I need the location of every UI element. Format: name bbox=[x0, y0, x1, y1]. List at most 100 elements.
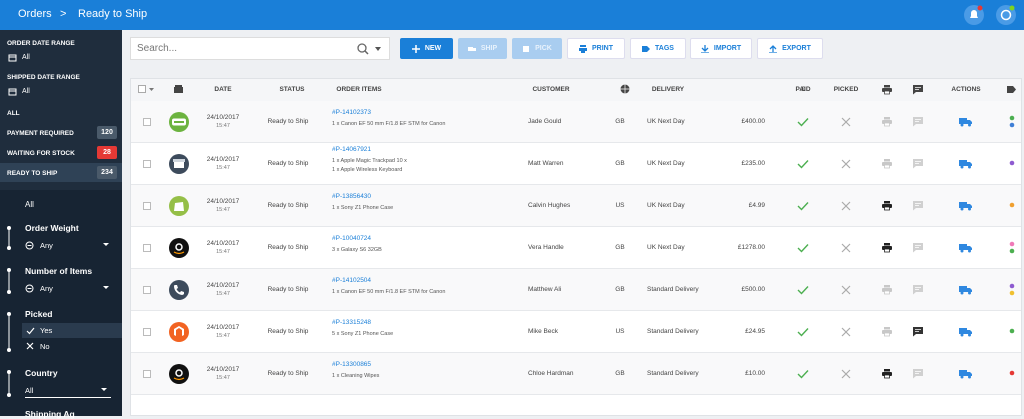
print-action[interactable] bbox=[882, 369, 892, 379]
ship-action[interactable] bbox=[959, 327, 973, 337]
status-label[interactable]: READY TO SHIP bbox=[7, 170, 58, 177]
column-header: STATUS bbox=[279, 86, 305, 93]
print-action[interactable] bbox=[882, 327, 892, 337]
breadcrumb-parent[interactable]: Orders bbox=[18, 8, 52, 20]
print-action[interactable] bbox=[882, 117, 892, 127]
print-action[interactable] bbox=[882, 159, 892, 169]
order-id[interactable]: #P-14067921 bbox=[332, 146, 372, 153]
toolbar-button[interactable]: NEW bbox=[400, 38, 453, 59]
filter-label: Picked bbox=[25, 309, 53, 319]
store-logo bbox=[169, 112, 189, 132]
filter-label: Country bbox=[25, 368, 58, 378]
ship-action[interactable] bbox=[959, 285, 973, 295]
paid-check bbox=[797, 201, 809, 211]
table-row[interactable] bbox=[131, 143, 1021, 185]
table-row[interactable] bbox=[131, 353, 1021, 395]
toolbar-button[interactable]: PRINT bbox=[567, 38, 625, 59]
note-action[interactable] bbox=[913, 285, 923, 295]
status-label[interactable]: ALL bbox=[7, 110, 20, 117]
order-id[interactable]: #P-13856430 bbox=[332, 192, 372, 200]
toolbar-button[interactable]: TAGS bbox=[630, 38, 686, 59]
note-action[interactable] bbox=[913, 117, 923, 127]
order-status: Ready to Ship bbox=[267, 328, 309, 335]
price: £235.00 bbox=[741, 160, 766, 167]
note-action[interactable] bbox=[913, 159, 923, 169]
button-label: IMPORT bbox=[713, 45, 742, 52]
table-row[interactable] bbox=[131, 101, 1021, 143]
toolbar-button: PICK bbox=[512, 38, 562, 59]
filter-value: All bbox=[22, 88, 30, 95]
country: GB bbox=[615, 286, 625, 293]
note-action[interactable] bbox=[913, 201, 923, 211]
row-checkbox[interactable] bbox=[143, 286, 152, 295]
customer: Matthew Ali bbox=[528, 286, 562, 293]
filter-option[interactable]: No bbox=[40, 342, 50, 351]
customer: Mike Beck bbox=[528, 328, 558, 335]
status-label[interactable]: PAYMENT REQUIRED bbox=[7, 130, 74, 137]
order-date: 24/10/2017 bbox=[206, 198, 240, 205]
order-date: 24/10/2017 bbox=[206, 156, 240, 163]
status-count: 120 bbox=[97, 126, 117, 139]
print-action[interactable] bbox=[882, 285, 892, 295]
note-action[interactable] bbox=[913, 327, 923, 337]
button-label: PRINT bbox=[592, 45, 613, 52]
note-action[interactable] bbox=[913, 369, 923, 379]
row-checkbox[interactable] bbox=[143, 370, 152, 379]
check-icon bbox=[26, 326, 35, 335]
paid-check bbox=[797, 243, 809, 253]
order-date: 24/10/2017 bbox=[206, 240, 240, 247]
order-id[interactable]: #P-13315248 bbox=[332, 318, 372, 326]
order-id[interactable]: #P-14102504 bbox=[332, 276, 372, 284]
filter-all[interactable]: All bbox=[25, 200, 34, 209]
row-checkbox[interactable] bbox=[143, 202, 152, 211]
ship-action[interactable] bbox=[959, 117, 973, 127]
order-time: 15:47 bbox=[216, 123, 230, 129]
tag-dot bbox=[1009, 283, 1015, 289]
order-id[interactable]: #P-10040724 bbox=[332, 234, 372, 242]
table-row[interactable] bbox=[131, 311, 1021, 353]
button-label: EXPORT bbox=[782, 45, 811, 52]
table-row[interactable] bbox=[131, 269, 1021, 311]
filter-select[interactable]: All bbox=[25, 386, 34, 395]
table-row[interactable] bbox=[131, 227, 1021, 269]
store-logo bbox=[169, 196, 189, 216]
order-id[interactable]: #P-14102373 bbox=[332, 108, 372, 116]
ship-action[interactable] bbox=[959, 369, 973, 379]
order-status: Ready to Ship bbox=[267, 244, 309, 251]
filter-select[interactable]: Any bbox=[40, 284, 53, 293]
note-action[interactable] bbox=[913, 243, 923, 253]
ship-action[interactable] bbox=[959, 159, 973, 169]
status-label[interactable]: WAITING FOR STOCK bbox=[7, 150, 75, 157]
top-icons[interactable] bbox=[963, 4, 1019, 26]
row-checkbox[interactable] bbox=[143, 244, 152, 253]
filter-select[interactable]: Any bbox=[40, 241, 53, 250]
customer: Calvin Hughes bbox=[528, 202, 571, 209]
order-status: Ready to Ship bbox=[267, 286, 309, 293]
ship-action[interactable] bbox=[959, 201, 973, 211]
toolbar-button[interactable]: EXPORT bbox=[757, 38, 823, 59]
search-box[interactable]: Search... bbox=[130, 37, 390, 60]
print-action[interactable] bbox=[882, 201, 892, 211]
row-checkbox[interactable] bbox=[143, 118, 152, 127]
customer: Matt Warren bbox=[528, 160, 564, 167]
filter-tree bbox=[4, 220, 14, 416]
order-id[interactable]: #P-13300865 bbox=[332, 360, 372, 368]
order-item: 3 x Galaxy S6 32GB bbox=[332, 246, 382, 253]
column-header: ACTIONS bbox=[951, 86, 981, 93]
select-all-checkbox[interactable] bbox=[138, 85, 158, 94]
row-checkbox[interactable] bbox=[143, 160, 152, 169]
select-arrow bbox=[103, 286, 111, 291]
toolbar-button[interactable]: IMPORT bbox=[690, 38, 752, 59]
order-status: Ready to Ship bbox=[267, 118, 309, 125]
print-action[interactable] bbox=[882, 243, 892, 253]
ship-action[interactable] bbox=[959, 243, 973, 253]
price: £400.00 bbox=[741, 118, 766, 125]
price: £500.00 bbox=[741, 286, 766, 293]
table-row[interactable] bbox=[131, 185, 1021, 227]
tag-dot bbox=[1009, 290, 1015, 296]
order-date: 24/10/2017 bbox=[206, 324, 240, 331]
filter-option[interactable]: Yes bbox=[40, 326, 53, 335]
row-checkbox[interactable] bbox=[143, 328, 152, 337]
status-active[interactable] bbox=[0, 163, 122, 182]
option-active bbox=[22, 323, 122, 338]
